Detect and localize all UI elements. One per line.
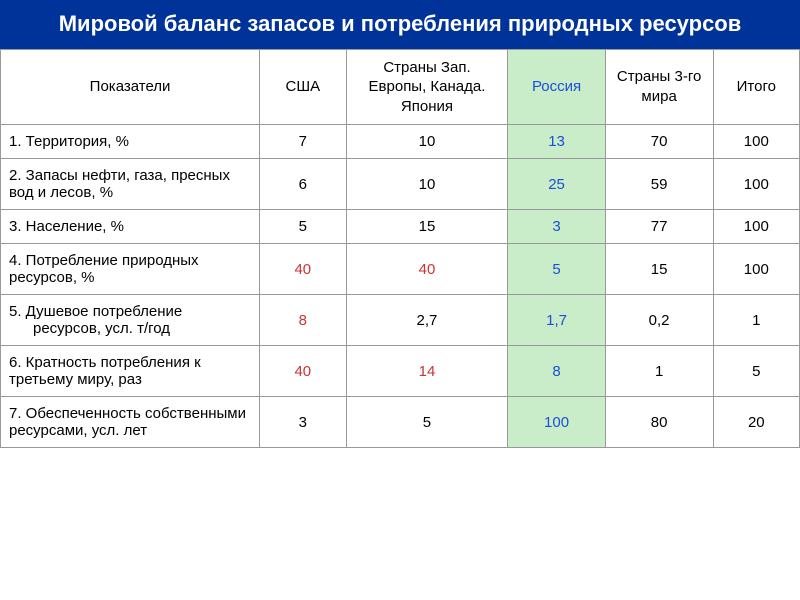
col-header-usa: США: [260, 49, 346, 125]
cell-usa: 3: [260, 397, 346, 448]
cell-russia: 3: [508, 210, 605, 244]
cell-total: 100: [713, 210, 799, 244]
table-header-row: Показатели США Страны Зап. Европы, Канад…: [1, 49, 800, 125]
cell-russia: 25: [508, 159, 605, 210]
cell-third: 59: [605, 159, 713, 210]
table-row: 4. Потребление природных ресурсов, %4040…: [1, 244, 800, 295]
cell-usa: 7: [260, 125, 346, 159]
cell-usa: 5: [260, 210, 346, 244]
row-label: 2. Запасы нефти, газа, пресных вод и лес…: [1, 159, 260, 210]
cell-russia: 100: [508, 397, 605, 448]
cell-europe: 15: [346, 210, 508, 244]
cell-europe: 10: [346, 159, 508, 210]
cell-europe: 40: [346, 244, 508, 295]
row-label: 7. Обеспеченность собственными ресурсами…: [1, 397, 260, 448]
table-row: 2. Запасы нефти, газа, пресных вод и лес…: [1, 159, 800, 210]
cell-russia: 8: [508, 346, 605, 397]
cell-usa: 40: [260, 244, 346, 295]
col-header-indicator: Показатели: [1, 49, 260, 125]
cell-total: 100: [713, 125, 799, 159]
table-row: 3. Население, %515377100: [1, 210, 800, 244]
col-header-europe: Страны Зап. Европы, Канада. Япония: [346, 49, 508, 125]
cell-russia: 5: [508, 244, 605, 295]
row-label: 1. Территория, %: [1, 125, 260, 159]
cell-third: 0,2: [605, 295, 713, 346]
cell-third: 1: [605, 346, 713, 397]
col-header-total: Итого: [713, 49, 799, 125]
cell-russia: 1,7: [508, 295, 605, 346]
cell-third: 70: [605, 125, 713, 159]
table-row: 1. Территория, %7101370100: [1, 125, 800, 159]
cell-russia: 13: [508, 125, 605, 159]
table-row: 7. Обеспеченность собственными ресурсами…: [1, 397, 800, 448]
cell-usa: 6: [260, 159, 346, 210]
cell-europe: 5: [346, 397, 508, 448]
row-label: 3. Население, %: [1, 210, 260, 244]
cell-total: 100: [713, 159, 799, 210]
cell-europe: 14: [346, 346, 508, 397]
cell-europe: 2,7: [346, 295, 508, 346]
col-header-third: Страны 3-го мира: [605, 49, 713, 125]
cell-third: 15: [605, 244, 713, 295]
row-label: 5. Душевое потреблениересурсов, усл. т/г…: [1, 295, 260, 346]
cell-third: 80: [605, 397, 713, 448]
cell-europe: 10: [346, 125, 508, 159]
row-label: 6. Кратность потребления к третьему миру…: [1, 346, 260, 397]
cell-usa: 8: [260, 295, 346, 346]
cell-total: 100: [713, 244, 799, 295]
cell-total: 1: [713, 295, 799, 346]
cell-total: 20: [713, 397, 799, 448]
cell-third: 77: [605, 210, 713, 244]
resources-table: Показатели США Страны Зап. Европы, Канад…: [0, 49, 800, 449]
cell-total: 5: [713, 346, 799, 397]
row-label: 4. Потребление природных ресурсов, %: [1, 244, 260, 295]
table-row: 6. Кратность потребления к третьему миру…: [1, 346, 800, 397]
table-row: 5. Душевое потреблениересурсов, усл. т/г…: [1, 295, 800, 346]
col-header-russia: Россия: [508, 49, 605, 125]
page-title: Мировой баланс запасов и потребления при…: [0, 0, 800, 49]
cell-usa: 40: [260, 346, 346, 397]
